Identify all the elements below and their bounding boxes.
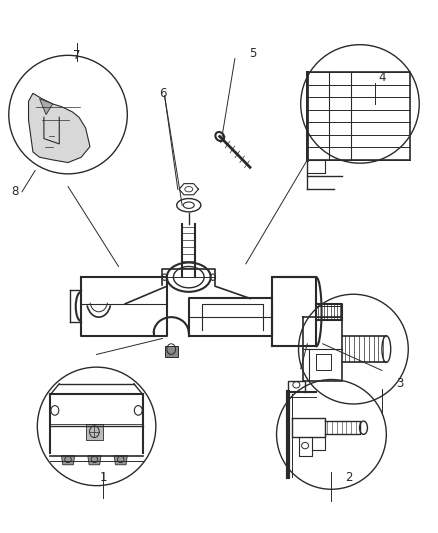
Polygon shape	[164, 346, 177, 357]
Polygon shape	[39, 99, 53, 115]
Text: 5: 5	[248, 47, 255, 60]
Text: 4: 4	[377, 71, 385, 84]
Text: 8: 8	[12, 185, 19, 198]
Polygon shape	[61, 456, 74, 465]
Text: 7: 7	[73, 50, 81, 62]
Text: 3: 3	[395, 377, 402, 390]
Text: 6: 6	[158, 87, 166, 100]
Polygon shape	[85, 424, 103, 440]
Text: 1: 1	[99, 471, 107, 483]
Polygon shape	[28, 93, 90, 163]
Polygon shape	[114, 456, 127, 465]
Text: 2: 2	[344, 471, 352, 483]
Polygon shape	[88, 456, 101, 465]
